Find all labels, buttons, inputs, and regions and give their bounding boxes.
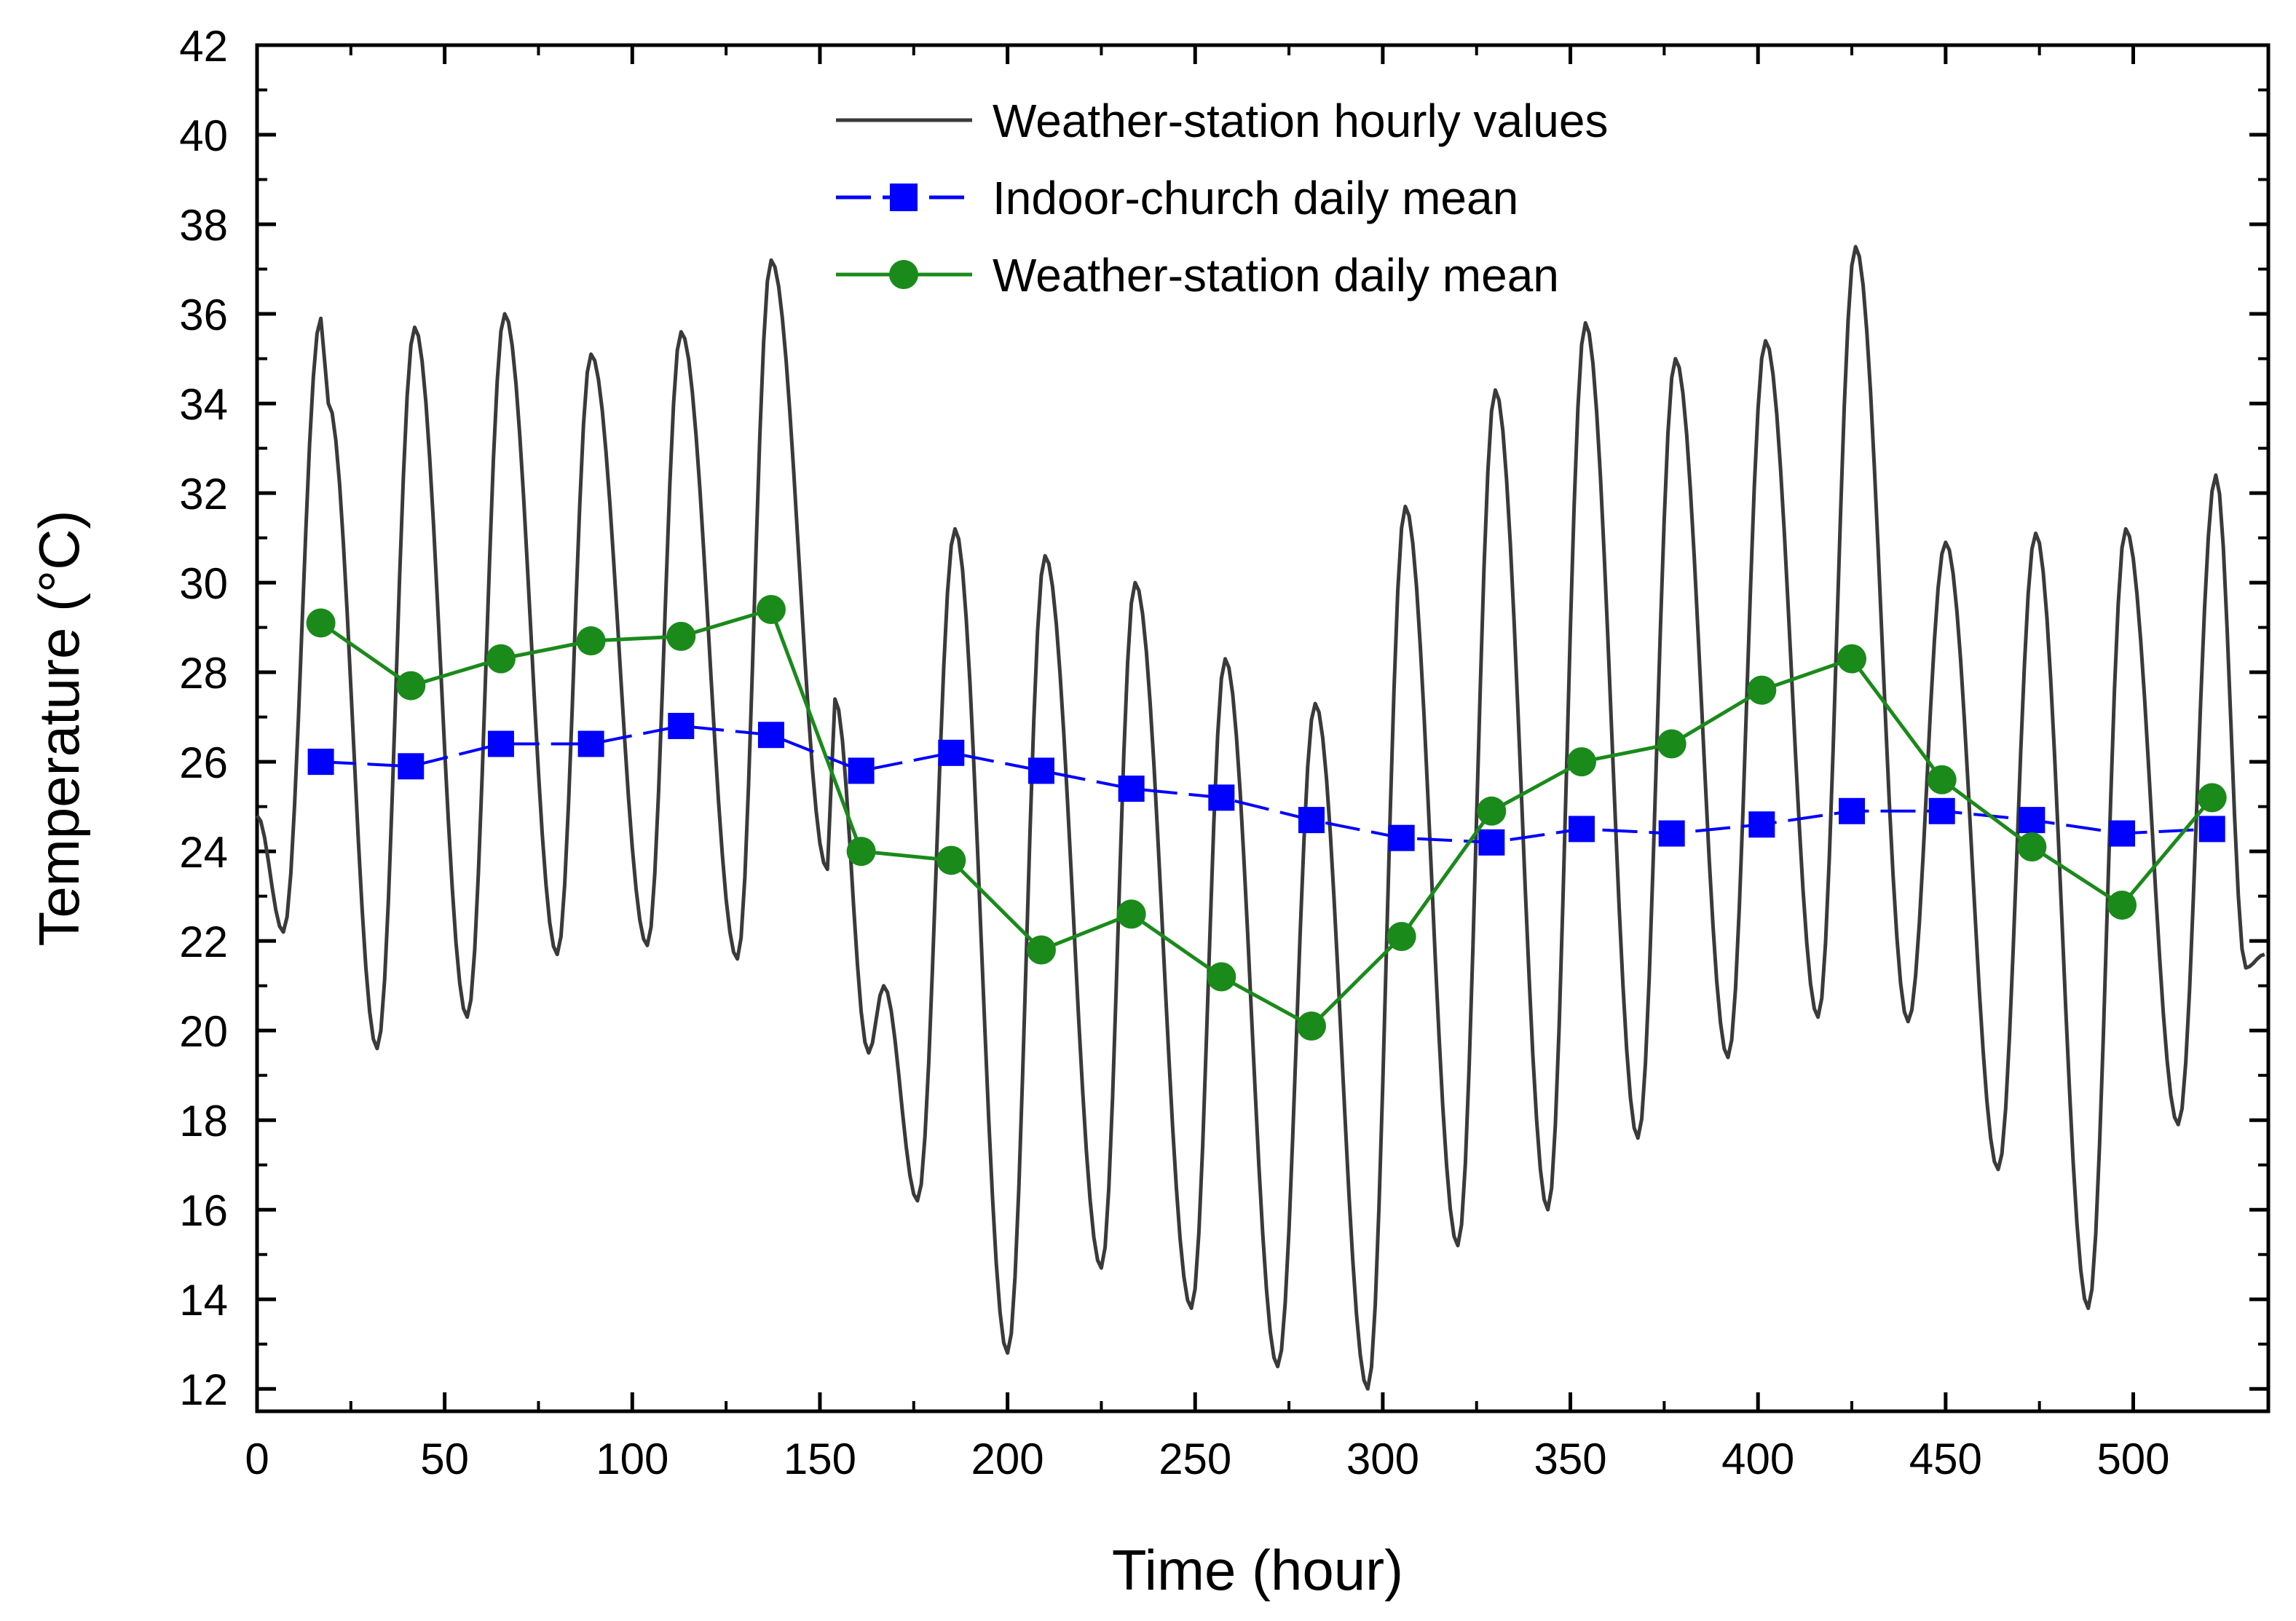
x-tick-label: 250: [1159, 1435, 1231, 1483]
y-tick-label: 16: [179, 1186, 228, 1235]
axis-ticks: [255, 43, 2268, 1411]
data-point-indoor: [1208, 784, 1235, 811]
y-tick-label: 40: [179, 111, 228, 160]
series-line-weather: [320, 607, 2214, 1029]
y-tick-label: 14: [179, 1276, 228, 1325]
legend: Weather-station hourly values Indoor-chu…: [836, 95, 1608, 301]
data-point-weather: [1207, 962, 1236, 992]
data-point-weather: [666, 621, 696, 651]
data-point-weather: [306, 608, 336, 638]
y-tick-label: 38: [179, 201, 228, 250]
y-tick-label: 28: [179, 649, 228, 698]
series-weather-hourly: [255, 245, 2265, 1391]
data-point-indoor: [668, 712, 695, 739]
data-point-weather: [936, 845, 966, 875]
data-point-indoor: [1478, 829, 1505, 856]
data-point-indoor: [307, 749, 334, 776]
data-point-indoor: [757, 722, 784, 749]
data-point-weather: [1927, 765, 1957, 794]
legend-label-weather: Weather-station daily mean: [993, 249, 1559, 301]
data-point-indoor: [1748, 811, 1775, 838]
series-weather-daily-mean: [306, 595, 2227, 1041]
data-point-weather: [1747, 675, 1777, 705]
y-tick-label: 32: [179, 470, 228, 518]
data-point-indoor: [1928, 797, 1955, 824]
y-tick-label: 22: [179, 918, 228, 966]
y-tick-label: 18: [179, 1097, 228, 1145]
y-tick-label: 42: [179, 22, 228, 71]
x-tick-label: 350: [1534, 1435, 1606, 1483]
data-point-indoor: [848, 757, 875, 784]
legend-marker-indoor: [890, 184, 918, 211]
data-point-indoor: [2109, 820, 2136, 847]
data-point-weather: [846, 837, 876, 867]
data-point-weather: [1567, 747, 1597, 777]
data-point-weather: [2017, 832, 2047, 861]
x-tick-label: 150: [784, 1435, 856, 1483]
series-line-indoor: [320, 724, 2212, 844]
data-point-indoor: [1388, 824, 1415, 851]
legend-item-indoor: Indoor-church daily mean: [836, 172, 1518, 224]
x-tick-label: 100: [596, 1435, 668, 1483]
series-line-hourly: [255, 245, 2265, 1391]
series-indoor-daily-mean: [307, 712, 2225, 856]
data-point-indoor: [1298, 807, 1325, 834]
x-tick-labels: 0 50 100 150 200 250 300 350 400 450 500: [245, 1435, 2169, 1483]
legend-item-weather: Weather-station daily mean: [836, 249, 1559, 301]
data-point-weather: [2197, 783, 2227, 813]
data-point-indoor: [398, 753, 425, 780]
x-tick-label: 500: [2096, 1435, 2169, 1483]
x-tick-label: 300: [1346, 1435, 1419, 1483]
y-tick-label: 36: [179, 291, 228, 339]
data-point-weather: [1026, 935, 1056, 965]
x-tick-label: 200: [971, 1435, 1044, 1483]
y-tick-label: 24: [179, 828, 228, 877]
y-tick-label: 26: [179, 738, 228, 787]
data-point-indoor: [2198, 816, 2225, 843]
y-axis-title: Temperature (°C): [27, 510, 91, 946]
data-point-weather: [486, 644, 516, 674]
data-point-weather: [396, 671, 426, 701]
legend-item-hourly: Weather-station hourly values: [836, 95, 1608, 147]
y-tick-label: 12: [179, 1365, 228, 1414]
legend-label-indoor: Indoor-church daily mean: [993, 172, 1518, 224]
data-point-weather: [756, 595, 786, 625]
x-tick-label: 50: [420, 1435, 469, 1483]
x-axis-title: Time (hour): [1112, 1538, 1403, 1602]
data-point-weather: [1116, 899, 1146, 929]
data-point-weather: [1386, 922, 1416, 952]
data-point-indoor: [1569, 816, 1595, 843]
data-point-indoor: [487, 730, 514, 757]
data-point-indoor: [938, 739, 965, 766]
y-tick-label: 34: [179, 380, 228, 429]
x-tick-label: 400: [1721, 1435, 1794, 1483]
data-point-indoor: [1027, 757, 1054, 784]
y-tick-label: 20: [179, 1007, 228, 1056]
data-point-indoor: [1118, 776, 1145, 802]
legend-marker-weather: [889, 260, 918, 289]
data-point-indoor: [1658, 820, 1685, 847]
data-point-indoor: [577, 730, 604, 757]
legend-label-hourly: Weather-station hourly values: [993, 95, 1608, 147]
data-point-weather: [576, 626, 606, 656]
data-point-weather: [1296, 1011, 1326, 1041]
plot-frame: [255, 43, 2271, 1413]
y-tick-label: 30: [179, 559, 228, 608]
data-point-weather: [1657, 729, 1687, 759]
x-tick-label: 0: [245, 1435, 269, 1483]
x-tick-label: 450: [1909, 1435, 1982, 1483]
data-point-weather: [1837, 644, 1867, 674]
data-point-weather: [2107, 890, 2137, 920]
data-point-indoor: [2019, 807, 2046, 834]
data-point-indoor: [1839, 797, 1866, 824]
y-tick-labels: 12 14 16 18 20 22 24 26 28 30 32 34 36 38 40 42: [179, 22, 228, 1414]
data-point-weather: [1477, 796, 1507, 826]
